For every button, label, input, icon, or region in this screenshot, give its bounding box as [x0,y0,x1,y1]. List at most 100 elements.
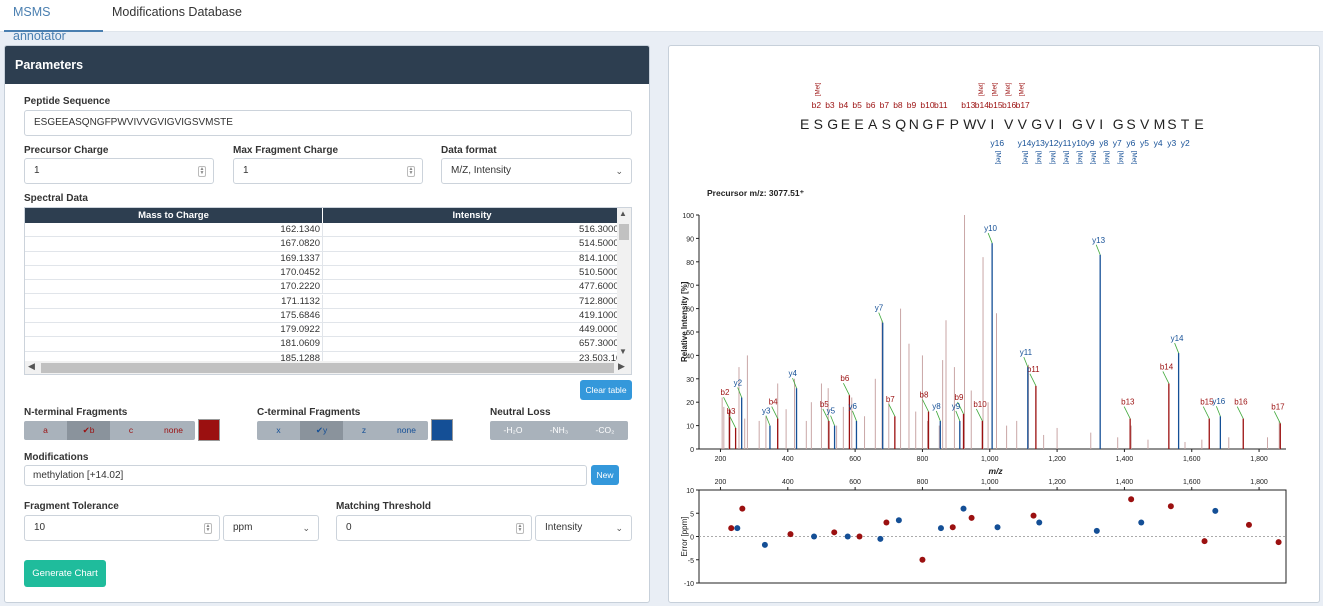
mod-tag-label: [Met] [1049,151,1055,165]
cterm-option-y[interactable]: ✔y [300,421,343,440]
scroll-right-icon[interactable]: ▶ [618,361,625,371]
tab-modifications-database[interactable]: Modifications Database [112,5,242,19]
scroll-down-icon[interactable]: ▼ [619,347,627,356]
matching-threshold-input[interactable]: 0 ▲ ▼ [336,515,532,541]
b-ion-peak-label: b14 [1160,362,1174,371]
peptide-sequence-input[interactable]: ESGEEASQNGFPWVIVVGVIGVIGSVMSTE [24,110,632,136]
cterm-option-none[interactable]: none [397,425,416,435]
nterm-option-b-label: b [89,425,95,435]
y-axis-label: Relative Intensity [%] [680,281,689,362]
table-cell-mz: 175.6846 [25,308,323,324]
annotation-connector [822,408,830,422]
vertical-scrollbar[interactable]: ▲ ▼ [617,208,631,361]
x-axis-label: m/z [989,466,1004,476]
generate-chart-button[interactable]: Generate Chart [24,560,106,587]
table-cell-mz: 162.1340 [25,223,323,238]
column-header-intensity[interactable]: Intensity [323,208,621,223]
b-ion-peak-label: b8 [920,391,929,400]
y-tick-label: 90 [686,236,694,243]
table-cell-intensity: 419.1000 [323,309,617,324]
data-format-value: M/Z, Intensity [451,165,512,176]
new-modification-button[interactable]: New [591,465,619,485]
b-error-point [856,533,863,540]
n-terminal-color-picker[interactable] [198,419,220,441]
neutral-option-co2[interactable]: -CO₂ [595,425,615,435]
fragment-tolerance-input[interactable]: 10 ▲ ▼ [24,515,220,541]
sequence-residue: E [1194,116,1203,132]
neutral-option-nh3[interactable]: -NH₃ [549,425,569,435]
modifications-input[interactable]: methylation [+14.02] [24,465,587,486]
annotation-connector [737,387,743,398]
scrollbar-thumb[interactable] [619,224,629,240]
mod-tag-label: [Met] [1035,151,1041,165]
tab-msms-annotator[interactable]: MSMS annotator [4,0,103,43]
nterm-option-c[interactable]: c [128,425,134,435]
nterm-option-a[interactable]: a [43,425,48,435]
annotation-connector [1273,411,1281,424]
clear-table-button[interactable]: Clear table [580,380,632,400]
error-x-tick-label: 400 [782,479,794,486]
precursor-label: Precursor m/z: 3077.51⁺ [707,188,805,198]
scroll-up-icon[interactable]: ▲ [619,209,627,218]
annotation-connector [830,415,835,426]
tolerance-unit-select[interactable]: ppm ⌄ [223,515,319,541]
annotation-connector [792,378,797,389]
b-error-point [919,556,926,563]
nterm-option-none[interactable]: none [164,425,183,435]
b-ion-peak-label: b17 [1271,402,1285,411]
neutral-option-h2o[interactable]: -H₂O [503,425,523,435]
b-error-point [1201,538,1208,545]
data-format-select[interactable]: M/Z, Intensity ⌄ [441,158,632,184]
neutral-loss-selector: -H₂O -NH₃ -CO₂ [490,421,628,440]
annotation-connector [1174,342,1179,354]
stepper-icon[interactable]: ▲ ▼ [198,166,206,177]
threshold-unit-select[interactable]: Intensity ⌄ [535,515,632,541]
error-x-tick-label: 1,200 [1048,479,1066,486]
max-fragment-charge-value: 1 [243,165,249,176]
c-terminal-color-picker[interactable] [431,419,453,441]
cterm-option-x[interactable]: x [276,425,281,435]
max-fragment-charge-input[interactable]: 1 ▲ ▼ [233,158,423,184]
annotation-connector [1236,406,1244,419]
error-x-tick-label: 1,800 [1250,479,1268,486]
b-ion-label: b5 [852,100,862,110]
spectral-data-table[interactable]: Mass to Charge Intensity 162.1340 516.300… [24,207,632,375]
b-error-point [968,514,975,521]
x-tick-label: 400 [782,456,794,463]
x-tick-label: 800 [917,456,929,463]
sequence-residue: V [977,116,987,132]
annotation-connector [1095,244,1101,255]
sequence-residue: E [841,116,850,132]
y-ion-peak-label: y14 [1171,334,1184,343]
y-error-point [895,517,902,524]
sequence-residue: F [936,116,945,132]
y-ion-peak-label: y6 [848,402,857,411]
scroll-left-icon[interactable]: ◀ [28,361,35,371]
annotation-connector [1162,371,1170,384]
y-ion-label: y4 [1154,138,1163,148]
x-tick-label: 1,600 [1183,456,1201,463]
b-ion-label: b10 [920,100,934,110]
data-format-label: Data format [441,145,497,156]
y-ion-label: y7 [1113,138,1122,148]
y-ion-peak-label: y4 [789,369,798,378]
y-ion-peak-label: y8 [932,402,941,411]
neutral-loss-label: Neutral Loss [490,407,551,418]
y-error-point [761,541,768,548]
stepper-icon[interactable]: ▲ ▼ [516,523,524,534]
sequence-residue: V [1140,116,1150,132]
h-scrollbar-thumb[interactable] [41,363,614,373]
table-cell-mz: 181.0609 [25,337,323,352]
y-ion-peak-label: y16 [1212,397,1225,406]
precursor-charge-input[interactable]: 1 ▲ ▼ [24,158,214,184]
sequence-residue: V [1018,116,1028,132]
nterm-option-b[interactable]: ✔b [67,421,110,440]
y-ion-peak-label: y2 [734,379,743,388]
column-header-mass-to-charge[interactable]: Mass to Charge [25,208,323,223]
stepper-icon[interactable]: ▲ ▼ [407,166,415,177]
cterm-option-z[interactable]: z [361,425,367,435]
tab-bar: MSMS annotator Modifications Database [0,0,1323,43]
error-x-tick-label: 1,000 [981,479,999,486]
stepper-icon[interactable]: ▲ ▼ [204,523,212,534]
horizontal-scrollbar[interactable]: ◀ ▶ [25,361,631,374]
